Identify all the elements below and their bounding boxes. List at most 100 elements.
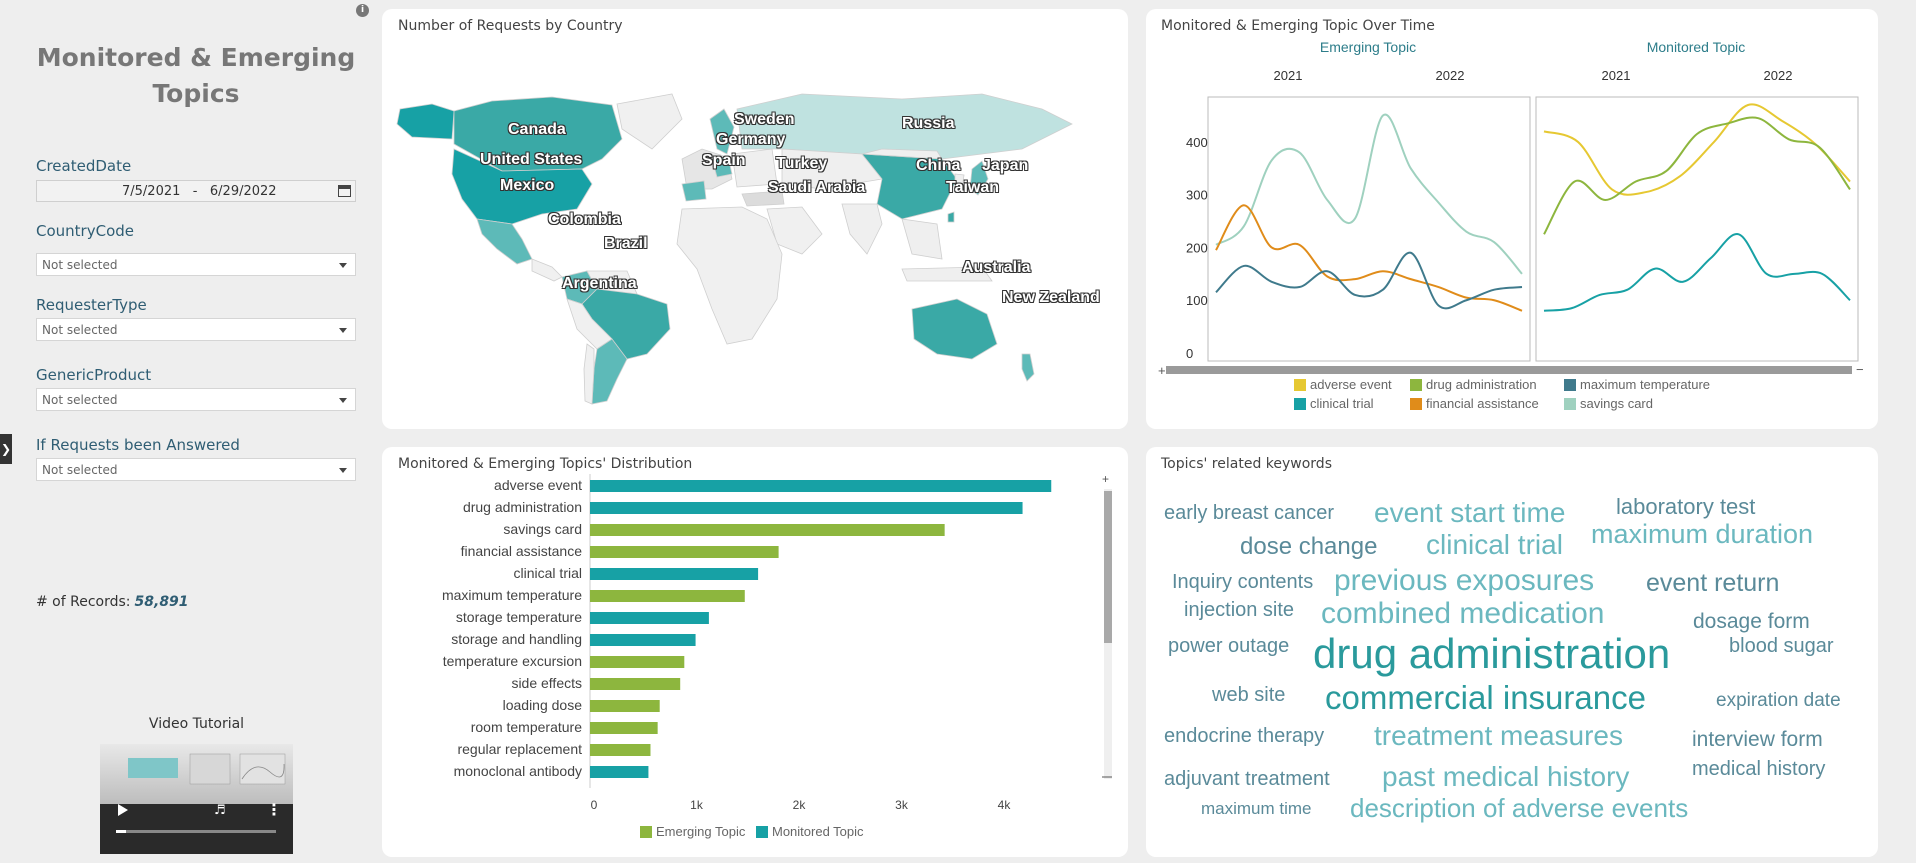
- keyword[interactable]: maximum duration: [1591, 519, 1814, 549]
- map-label-russia: Russia: [902, 115, 955, 132]
- keyword[interactable]: early breast cancer: [1164, 502, 1335, 524]
- legend-monitored-topic[interactable]: Monitored Topic: [772, 824, 864, 839]
- line-chart-title: Monitored & Emerging Topic Over Time: [1161, 18, 1435, 34]
- world-map[interactable]: [382, 9, 1128, 429]
- bar[interactable]: [590, 700, 660, 712]
- keyword[interactable]: laboratory test: [1616, 494, 1756, 519]
- y-tick: 200: [1186, 240, 1208, 255]
- keyword[interactable]: description of adverse events: [1350, 793, 1689, 823]
- line-series-savings-card[interactable]: [1215, 113, 1523, 275]
- keyword[interactable]: dose change: [1240, 533, 1378, 560]
- bar-zoom-in-icon[interactable]: +: [1102, 472, 1109, 486]
- keyword[interactable]: endocrine therapy: [1164, 725, 1325, 747]
- legend-savings-card[interactable]: savings card: [1580, 396, 1653, 411]
- bar[interactable]: [590, 480, 1052, 492]
- keyword[interactable]: event return: [1646, 569, 1780, 597]
- video-progress-bar[interactable]: [116, 830, 276, 833]
- keyword[interactable]: treatment measures: [1374, 720, 1623, 751]
- zoom-in-icon[interactable]: +: [1158, 363, 1166, 378]
- bar[interactable]: [590, 546, 779, 558]
- requester-type-select[interactable]: Not selected: [36, 318, 356, 341]
- answered-select[interactable]: Not selected: [36, 458, 356, 481]
- map-label-australia: Australia: [962, 259, 1031, 276]
- keyword[interactable]: maximum time: [1201, 799, 1312, 818]
- legend-drug-administration[interactable]: drug administration: [1426, 377, 1537, 392]
- bar[interactable]: [590, 524, 945, 536]
- keyword[interactable]: past medical history: [1382, 761, 1630, 792]
- bar[interactable]: [590, 590, 745, 602]
- bar-legend: Emerging Topic Monitored Topic: [640, 824, 864, 839]
- bar[interactable]: [590, 678, 681, 690]
- y-axis-ticks: 400 300 200 100 0: [1186, 135, 1208, 361]
- keyword[interactable]: power outage: [1168, 635, 1290, 657]
- keyword[interactable]: previous exposures: [1334, 564, 1595, 597]
- video-thumbnail-image: [128, 753, 286, 785]
- bar-chart[interactable]: adverse event drug administration savings …: [382, 447, 1128, 857]
- legend-swatch-clinical-trial: [1294, 398, 1306, 410]
- more-options-icon[interactable]: ⋮: [266, 800, 282, 819]
- bar-x-axis: 0 1k 2k 3k 4k: [591, 798, 1012, 812]
- bar-x-tick: 1k: [690, 798, 704, 812]
- line-chart[interactable]: Emerging Topic Monitored Topic 2021 2022…: [1146, 9, 1878, 429]
- keyword[interactable]: Inquiry contents: [1172, 571, 1314, 593]
- keyword[interactable]: clinical trial: [1426, 529, 1563, 560]
- legend-financial-assistance[interactable]: financial assistance: [1426, 396, 1539, 411]
- keyword[interactable]: medical history: [1692, 758, 1826, 780]
- country-code-select[interactable]: Not selected: [36, 253, 356, 276]
- answered-label: If Requests been Answered: [36, 436, 240, 454]
- legend-adverse-event[interactable]: adverse event: [1310, 377, 1392, 392]
- bar-chart-card: Monitored & Emerging Topics' Distributio…: [382, 447, 1128, 857]
- keyword[interactable]: blood sugar: [1729, 635, 1834, 657]
- keywords-card: Topics' related keywords early breast ca…: [1146, 447, 1878, 857]
- legend-maximum-temperature[interactable]: maximum temperature: [1580, 377, 1710, 392]
- play-icon[interactable]: [118, 804, 128, 816]
- video-player[interactable]: ♬ ⋮: [100, 744, 293, 854]
- page-title-line2: Topics: [152, 79, 240, 108]
- line-series-clinical-trial[interactable]: [1543, 233, 1851, 312]
- bar-category-label: side effects: [511, 675, 582, 691]
- keyword[interactable]: event start time: [1374, 497, 1566, 528]
- created-date-field[interactable]: 7/5/2021 - 6/29/2022: [36, 180, 356, 202]
- keyword[interactable]: injection site: [1184, 599, 1295, 621]
- bar[interactable]: [590, 568, 759, 580]
- legend-swatch-maximum-temperature: [1564, 379, 1576, 391]
- bar[interactable]: [590, 722, 658, 734]
- line-series-drug-administration[interactable]: [1543, 116, 1851, 235]
- generic-product-select[interactable]: Not selected: [36, 388, 356, 411]
- legend-swatch-financial-assistance: [1410, 398, 1422, 410]
- keyword[interactable]: dosage form: [1693, 610, 1810, 633]
- map-label-colombia: Colombia: [548, 211, 621, 228]
- keyword[interactable]: interview form: [1692, 728, 1823, 751]
- keyword[interactable]: drug administration: [1313, 630, 1671, 677]
- keyword[interactable]: expiration date: [1716, 690, 1841, 711]
- page-title-line1: Monitored & Emerging: [36, 43, 356, 72]
- bar[interactable]: [590, 656, 685, 668]
- bar-category-label: financial assistance: [461, 543, 583, 559]
- bar[interactable]: [590, 766, 649, 778]
- time-scrollbar[interactable]: [1166, 366, 1852, 374]
- line-series-adverse-event[interactable]: [1543, 103, 1851, 196]
- year-label-right-2022: 2022: [1764, 68, 1793, 83]
- bar-category-label: loading dose: [503, 697, 583, 713]
- info-icon[interactable]: i: [356, 4, 369, 17]
- bar[interactable]: [590, 634, 696, 646]
- video-progress-fill: [116, 830, 126, 833]
- map-label-saudi-arabia: Saudi Arabia: [768, 179, 866, 196]
- keyword[interactable]: adjuvant treatment: [1164, 768, 1330, 790]
- calendar-icon[interactable]: [338, 185, 351, 197]
- legend-emerging-topic[interactable]: Emerging Topic: [656, 824, 746, 839]
- keyword[interactable]: combined medication: [1321, 597, 1605, 630]
- keyword[interactable]: commercial insurance: [1325, 679, 1646, 716]
- bar[interactable]: [590, 502, 1023, 514]
- legend-clinical-trial[interactable]: clinical trial: [1310, 396, 1374, 411]
- bar-scroll-thumb[interactable]: [1104, 491, 1112, 643]
- expand-sidebar-icon[interactable]: ❯: [0, 434, 12, 464]
- zoom-out-icon[interactable]: −: [1856, 362, 1864, 377]
- line-series-maximum-temperature[interactable]: [1215, 251, 1523, 310]
- volume-icon[interactable]: ♬: [214, 803, 226, 818]
- keyword[interactable]: web site: [1212, 684, 1286, 706]
- bar[interactable]: [590, 744, 651, 756]
- bar[interactable]: [590, 612, 709, 624]
- requester-type-value: Not selected: [42, 323, 118, 337]
- line-series-financial-assistance[interactable]: [1215, 204, 1523, 312]
